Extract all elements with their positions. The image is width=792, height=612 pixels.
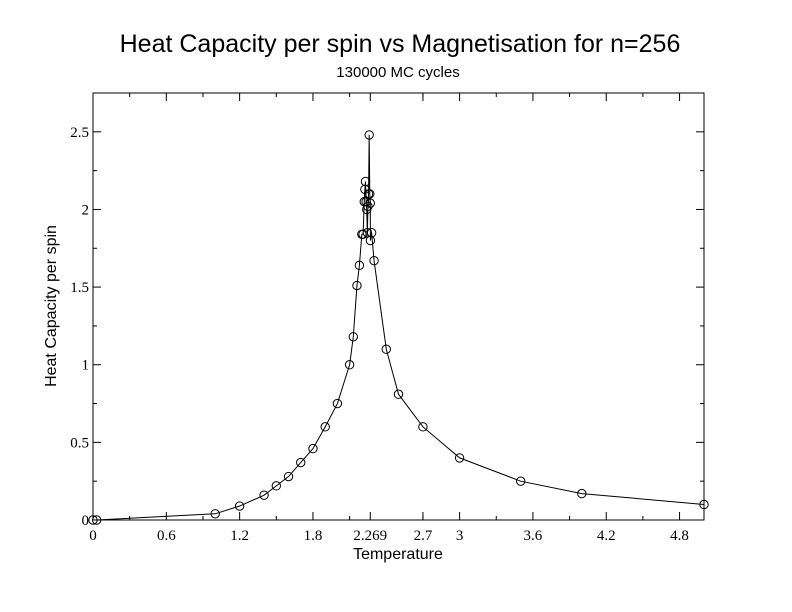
data-point <box>365 235 376 246</box>
data-point <box>344 360 355 370</box>
data-point <box>352 280 362 291</box>
data-point <box>381 344 391 354</box>
data-point <box>296 457 306 468</box>
data-point <box>88 515 98 525</box>
y-axis-ticks: 0 0.5 1 1.5 2 2.5 <box>70 125 704 529</box>
plot-frame <box>92 92 705 521</box>
y-tick-label: 2.5 <box>70 125 89 141</box>
data-point <box>454 453 465 463</box>
x-tick-label: 1.8 <box>304 528 323 544</box>
y-tick-label: 1 <box>82 358 90 374</box>
y-tick-label: 2 <box>82 202 90 218</box>
data-point <box>348 332 358 342</box>
data-point <box>308 443 318 454</box>
data-point <box>365 198 375 208</box>
series-line <box>93 134 705 521</box>
data-point <box>418 422 428 432</box>
series-layer <box>88 130 709 525</box>
x-tick-label: 3 <box>456 528 464 544</box>
x-axis-label: Temperature <box>353 546 443 563</box>
data-point <box>365 189 375 199</box>
data-point <box>320 422 330 432</box>
x-tick-label: 3.6 <box>524 528 543 544</box>
x-tick-label: 2.7 <box>414 528 433 544</box>
data-point <box>364 130 374 140</box>
data-point <box>210 509 220 519</box>
data-point <box>516 476 526 486</box>
data-point <box>366 228 377 238</box>
chart-title: Heat Capacity per spin vs Magnetisation … <box>120 30 681 58</box>
data-point <box>393 389 404 399</box>
x-tick-label: 4.2 <box>597 528 616 544</box>
data-point <box>234 501 245 511</box>
data-point <box>283 471 294 482</box>
data-point <box>354 260 365 271</box>
chart-subtitle: 130000 MC cycles <box>336 64 459 81</box>
data-point <box>699 499 709 510</box>
data-point <box>577 488 587 499</box>
x-tick-label: 4.8 <box>670 528 689 544</box>
y-tick-label: 0 <box>82 513 90 529</box>
data-point <box>369 255 379 266</box>
y-tick-label: 0.5 <box>70 435 89 451</box>
x-tick-label: 0 <box>89 528 97 544</box>
y-tick-label: 1.5 <box>70 280 89 296</box>
data-point <box>360 176 371 187</box>
x-tick-label: 0.6 <box>157 528 176 544</box>
y-axis-label: Heat Capacity per spin <box>43 225 60 387</box>
data-point <box>259 490 269 500</box>
data-point <box>271 481 281 491</box>
x-tick-label: 1.2 <box>230 528 249 544</box>
x-axis-ticks: 0 0.6 1.2 1.8 2.269 2.7 3 3.6 4.2 4.8 <box>89 93 689 544</box>
data-point <box>332 398 343 409</box>
x-tick-label: 2.269 <box>353 528 387 544</box>
data-point <box>91 515 102 525</box>
data-point <box>363 201 373 212</box>
